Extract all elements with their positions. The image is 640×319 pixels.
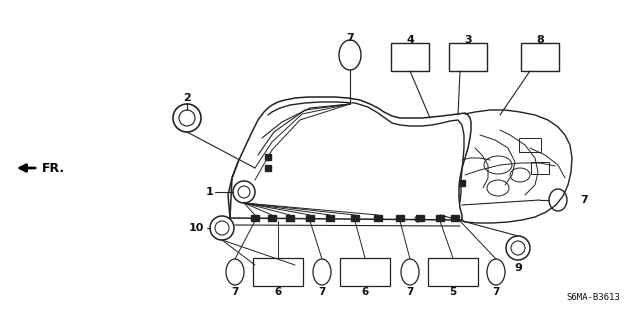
Bar bbox=[268, 215, 276, 221]
Text: FR.: FR. bbox=[42, 161, 65, 174]
Bar bbox=[451, 215, 459, 221]
Bar bbox=[286, 215, 294, 221]
Bar bbox=[251, 215, 259, 221]
Bar bbox=[459, 180, 465, 186]
Bar bbox=[326, 215, 334, 221]
Text: 8: 8 bbox=[536, 35, 544, 45]
Bar bbox=[265, 154, 271, 160]
Text: 7: 7 bbox=[406, 287, 413, 297]
Text: 1: 1 bbox=[206, 187, 214, 197]
Text: 7: 7 bbox=[346, 33, 354, 43]
Text: 3: 3 bbox=[464, 35, 472, 45]
Text: 10: 10 bbox=[188, 223, 204, 233]
Bar bbox=[416, 215, 424, 221]
Bar bbox=[306, 215, 314, 221]
Text: 4: 4 bbox=[406, 35, 414, 45]
Bar bbox=[396, 215, 404, 221]
Text: 7: 7 bbox=[231, 287, 239, 297]
Text: 7: 7 bbox=[318, 287, 326, 297]
Bar bbox=[265, 165, 271, 171]
Text: 5: 5 bbox=[449, 287, 456, 297]
Text: 7: 7 bbox=[492, 287, 500, 297]
Bar bbox=[374, 215, 382, 221]
Text: 7: 7 bbox=[580, 195, 588, 205]
Text: 2: 2 bbox=[183, 93, 191, 103]
Bar bbox=[436, 215, 444, 221]
Bar bbox=[351, 215, 359, 221]
Text: 6: 6 bbox=[362, 287, 369, 297]
Text: S6MA-B3613: S6MA-B3613 bbox=[566, 293, 620, 302]
Text: 6: 6 bbox=[275, 287, 282, 297]
Text: 9: 9 bbox=[514, 263, 522, 273]
